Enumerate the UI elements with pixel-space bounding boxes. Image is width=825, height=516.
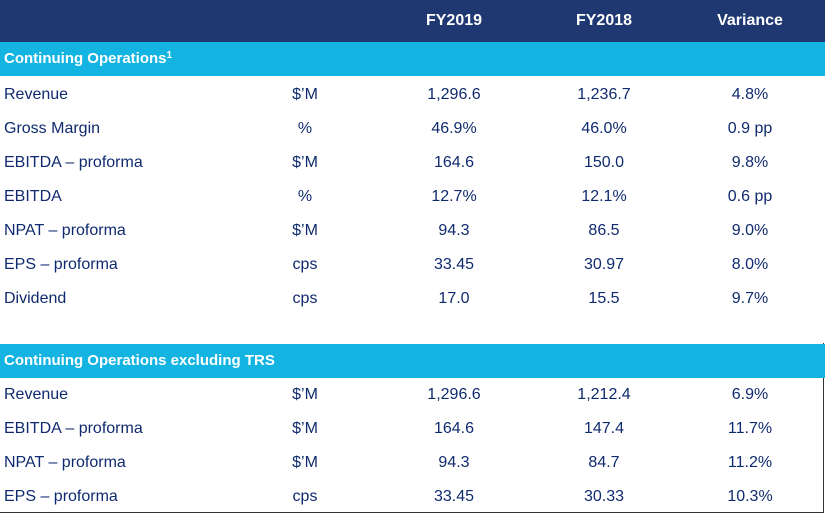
- row-label: Revenue: [4, 386, 69, 403]
- row-variance-value: 11.2%: [727, 454, 773, 471]
- row-fy2018-value: 46.0%: [581, 120, 627, 137]
- row-unit: cps: [292, 256, 318, 273]
- row-unit: $’M: [292, 154, 318, 171]
- row-fy2019-value: 12.7%: [431, 188, 477, 205]
- row-fy2019-value: 1,296.6: [427, 386, 481, 403]
- header-fy2019: FY2019: [425, 12, 483, 29]
- row-fy2018-value: 86.5: [588, 222, 620, 239]
- row-label: EPS – proforma: [4, 256, 118, 273]
- section-header-excluding-trs: Continuing Operations excluding TRS: [0, 344, 825, 378]
- row-label: EPS – proforma: [4, 488, 118, 505]
- row-fy2019-value: 1,296.6: [427, 86, 481, 103]
- row-fy2018-value: 1,236.7: [577, 86, 631, 103]
- row-fy2019-value: 164.6: [433, 154, 475, 171]
- row-label: EBITDA – proforma: [4, 420, 143, 437]
- row-unit: cps: [292, 290, 318, 307]
- row-fy2019-value: 33.45: [433, 488, 475, 505]
- row-fy2019-value: 46.9%: [431, 120, 477, 137]
- table-row: NPAT – proforma $’M 94.3 86.5 9.0%: [0, 214, 825, 248]
- row-fy2019-value: 17.0: [438, 290, 470, 307]
- row-fy2018-value: 150.0: [583, 154, 625, 171]
- row-unit: $’M: [292, 386, 318, 403]
- row-label: EBITDA – proforma: [4, 154, 143, 171]
- table-row: NPAT – proforma $’M 94.3 84.7 11.2%: [0, 446, 825, 480]
- row-fy2018-value: 1,212.4: [577, 386, 631, 403]
- row-variance-value: 10.3%: [727, 488, 773, 505]
- row-unit: $’M: [292, 86, 318, 103]
- row-unit: $’M: [292, 420, 318, 437]
- row-label: Gross Margin: [4, 120, 101, 137]
- footnote-marker: 1: [166, 50, 173, 61]
- header-fy2018: FY2018: [575, 12, 633, 29]
- table-row: EPS – proforma cps 33.45 30.97 8.0%: [0, 248, 825, 282]
- row-label: NPAT – proforma: [4, 222, 126, 239]
- table-row: Revenue $’M 1,296.6 1,236.7 4.8%: [0, 78, 825, 112]
- row-variance-value: 8.0%: [731, 256, 769, 273]
- row-fy2018-value: 30.97: [583, 256, 625, 273]
- row-fy2019-value: 94.3: [438, 222, 470, 239]
- row-fy2019-value: 33.45: [433, 256, 475, 273]
- row-variance-value: 9.0%: [731, 222, 769, 239]
- row-label: Dividend: [4, 290, 67, 307]
- row-label: EBITDA: [4, 188, 62, 205]
- row-unit: %: [297, 188, 313, 205]
- row-unit: cps: [292, 488, 318, 505]
- row-variance-value: 6.9%: [731, 386, 769, 403]
- section-title: Continuing Operations excluding TRS: [4, 352, 275, 369]
- section-header-continuing-operations: Continuing Operations1: [0, 42, 825, 76]
- row-variance-value: 0.9 pp: [727, 120, 773, 137]
- row-unit: $’M: [292, 454, 318, 471]
- table-row: EBITDA – proforma $’M 164.6 147.4 11.7%: [0, 412, 825, 446]
- row-fy2019-value: 164.6: [433, 420, 475, 437]
- table-row: Revenue $’M 1,296.6 1,212.4 6.9%: [0, 378, 825, 412]
- row-unit: $’M: [292, 222, 318, 239]
- table-row: Gross Margin% 46.9% 46.0% 0.9 pp: [0, 112, 825, 146]
- row-fy2018-value: 12.1%: [581, 188, 627, 205]
- row-fy2018-value: 30.33: [583, 488, 625, 505]
- section-title-text: Continuing Operations: [4, 50, 167, 67]
- row-variance-value: 9.7%: [731, 290, 769, 307]
- row-variance-value: 9.8%: [731, 154, 769, 171]
- section-2-box: [0, 343, 824, 513]
- row-variance-value: 11.7%: [727, 420, 773, 437]
- row-fy2018-value: 84.7: [588, 454, 620, 471]
- row-variance-value: 0.6 pp: [727, 188, 773, 205]
- table-row: Dividend cps 17.0 15.5 9.7%: [0, 282, 825, 316]
- header-variance: Variance: [717, 12, 783, 29]
- row-label: NPAT – proforma: [4, 454, 126, 471]
- row-fy2018-value: 147.4: [583, 420, 625, 437]
- table-row: EBITDA% 12.7% 12.1% 0.6 pp: [0, 180, 825, 214]
- row-fy2019-value: 94.3: [438, 454, 470, 471]
- row-fy2018-value: 15.5: [588, 290, 620, 307]
- table-row: EBITDA – proforma $’M 164.6 150.0 9.8%: [0, 146, 825, 180]
- row-unit: %: [297, 120, 313, 137]
- section-title: Continuing Operations1: [4, 42, 172, 76]
- row-variance-value: 4.8%: [731, 86, 769, 103]
- table-row: EPS – proforma cps 33.45 30.33 10.3%: [0, 480, 825, 514]
- row-label: Revenue: [4, 86, 69, 103]
- table-header: FY2019 FY2018 Variance: [0, 0, 825, 42]
